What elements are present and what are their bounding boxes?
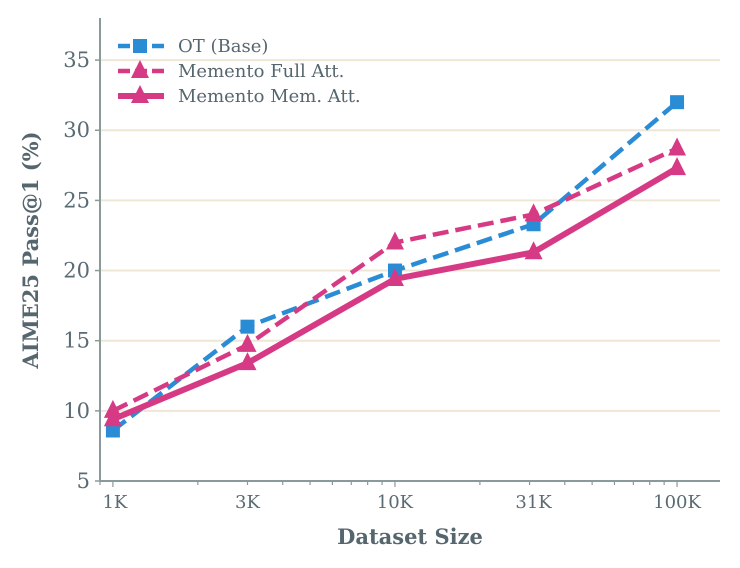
y-axis-label: AIME25 Pass@1 (%) [18, 131, 43, 369]
legend-label: OT (Base) [178, 36, 268, 57]
grid [100, 59, 720, 412]
legend-entry: Memento Mem. Att. [118, 85, 361, 107]
triangle-marker [131, 85, 149, 103]
y-tick-label: 5 [77, 469, 90, 493]
triangle-marker [238, 352, 257, 371]
square-marker [105, 423, 120, 438]
series-line [111, 165, 679, 423]
x-tick-label: 100K [653, 492, 701, 513]
x-tick-label: 1K [102, 492, 127, 513]
y-tick-label: 20 [63, 259, 90, 283]
x-tick-label: 31K [515, 492, 552, 513]
series-layer [103, 95, 687, 438]
axes: 5 10 15 20 25 30 35 1K 3K 10K 31K 100K [63, 18, 720, 513]
square-marker [240, 319, 255, 334]
square-marker [670, 95, 685, 110]
triangle-marker [103, 408, 122, 427]
triangle-marker [131, 60, 149, 78]
legend-entry: OT (Base) [118, 36, 268, 57]
triangle-marker [524, 203, 543, 222]
x-tick-label: 3K [235, 492, 260, 513]
triangle-marker [668, 137, 687, 156]
legend-entry: Memento Full Att. [118, 60, 344, 82]
triangle-marker [668, 157, 687, 176]
triangle-marker [385, 267, 404, 286]
y-tick-label: 35 [63, 48, 90, 72]
triangle-marker [238, 333, 257, 352]
legend: OT (Base) Memento Full Att. Memento Mem. A… [118, 36, 361, 107]
legend-label: Memento Full Att. [178, 61, 344, 82]
x-axis-label: Dataset Size [337, 524, 483, 549]
triangle-marker [524, 241, 543, 260]
y-tick-label: 10 [63, 399, 90, 423]
y-tick-label: 30 [63, 118, 90, 142]
y-tick-label: 25 [63, 188, 90, 212]
series-2 [103, 157, 687, 427]
square-marker [133, 39, 147, 53]
triangle-marker [385, 231, 404, 250]
x-tick-label: 10K [377, 492, 414, 513]
legend-label: Memento Mem. Att. [178, 86, 361, 107]
y-tick-label: 15 [63, 329, 90, 353]
